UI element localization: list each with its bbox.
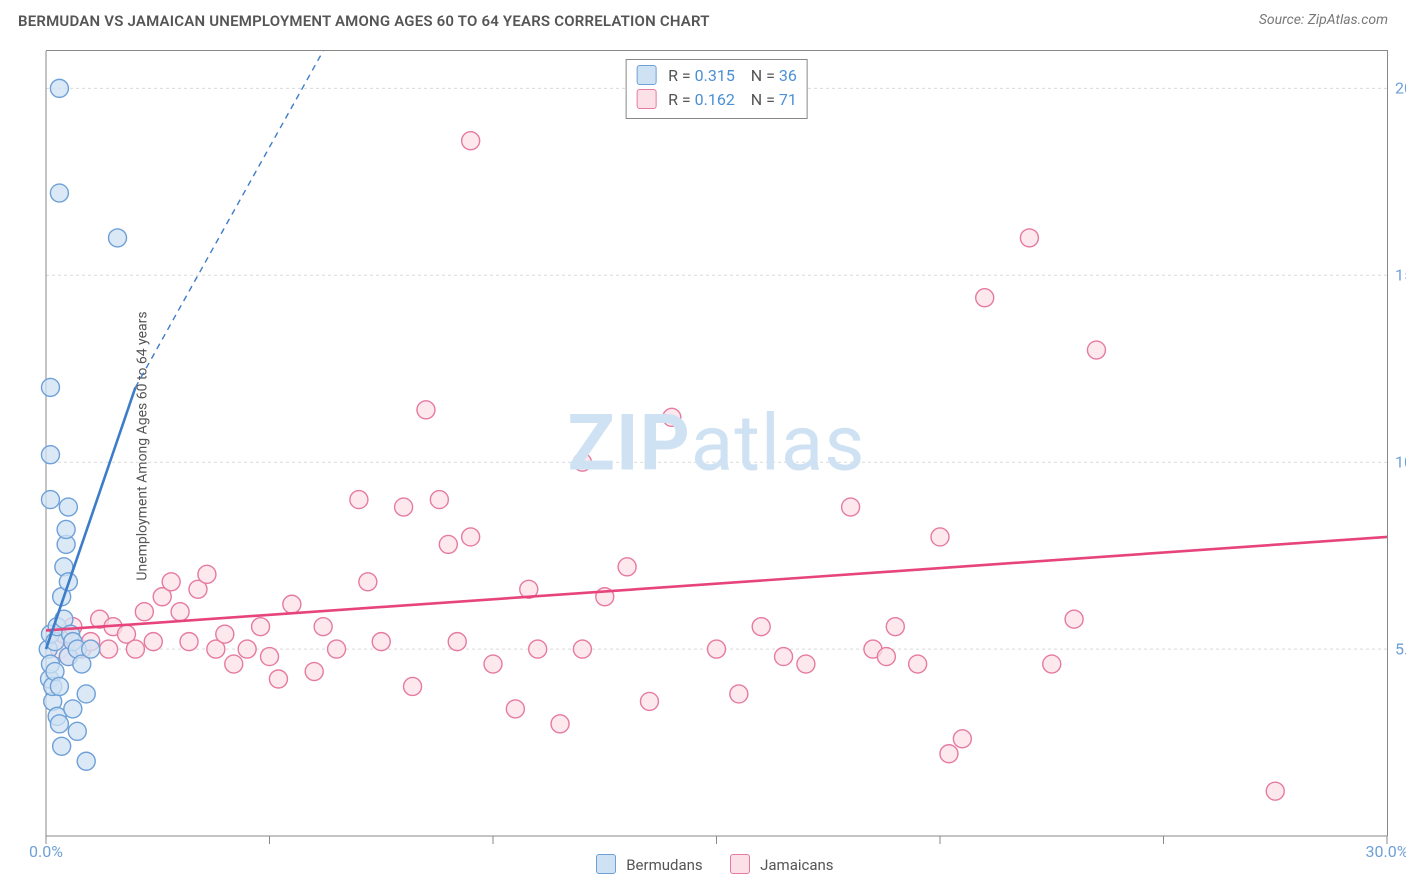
chart-title: BERMUDAN VS JAMAICAN UNEMPLOYMENT AMONG … [18,12,710,30]
swatch-jamaicans-icon [730,854,750,874]
y-tick: 5.0% [1389,640,1406,659]
r-value-jamaicans: 0.162 [695,90,735,109]
swatch-jamaicans [636,89,656,109]
r-label: R = [668,66,691,85]
legend-label-bermudans: Bermudans [626,856,702,874]
chart-svg [46,51,1387,836]
swatch-bermudans-icon [596,854,616,874]
n-label: N = [751,90,775,109]
stats-legend: R = 0.315 N = 36 R = 0.162 N = 71 [625,59,808,119]
swatch-bermudans [636,65,656,85]
stats-row-bermudans: R = 0.315 N = 36 [636,64,797,88]
r-value-bermudans: 0.315 [695,66,735,85]
r-label: R = [668,90,691,109]
n-value-bermudans: 36 [779,66,797,85]
n-label: N = [751,66,775,85]
legend-label-jamaicans: Jamaicans [760,856,833,874]
y-tick: 15.0% [1389,266,1406,285]
stats-row-jamaicans: R = 0.162 N = 71 [636,88,797,112]
y-tick: 20.0% [1389,79,1406,98]
y-tick: 10.0% [1389,453,1406,472]
chart-source: Source: ZipAtlas.com [1259,12,1388,28]
plot-area: ZIPatlas R = 0.315 N = 36 R = 0.162 N = … [46,50,1388,836]
series-legend: Bermudans Jamaicans [0,854,1406,874]
n-value-jamaicans: 71 [779,90,797,109]
chart-header: BERMUDAN VS JAMAICAN UNEMPLOYMENT AMONG … [0,0,1406,48]
